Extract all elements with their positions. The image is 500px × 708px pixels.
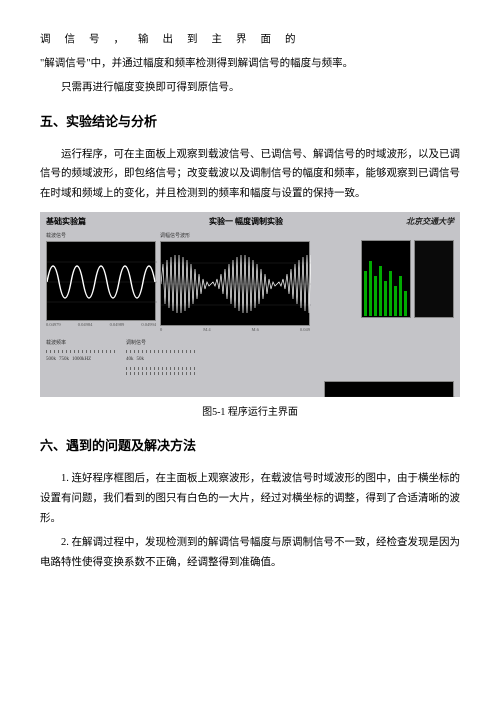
fig-title-mid: 实验一 幅度调制实验 — [209, 214, 283, 229]
figure-5-1: 基础实验篇 实验一 幅度调制实验 北京交通大学 载波信号 0.04979 0.0 — [40, 212, 460, 422]
panel3-spectrum — [361, 240, 411, 318]
para-top-2: "解调信号"中，并通过幅度和频率检测得到解调信号的幅度与频率。 — [40, 54, 460, 74]
sl-l1: 载波频率 — [46, 339, 66, 349]
sl-r3: 50k — [137, 355, 145, 365]
sl-l4: 1000kHZ — [72, 355, 91, 365]
sl-r1: 调制信号 — [126, 339, 146, 349]
slider-2[interactable] — [126, 350, 196, 353]
panel-carrier: 载波信号 0.04979 0.04984 0.04989 0.04994 — [46, 232, 156, 335]
figure-panel: 基础实验篇 实验一 幅度调制实验 北京交通大学 载波信号 0.04979 0.0 — [40, 212, 460, 397]
p1-xt1: 0.04979 — [46, 321, 61, 330]
panel2-chart — [160, 241, 310, 326]
slider-4[interactable] — [126, 372, 196, 375]
heading-6: 六、遇到的问题及解决方法 — [40, 434, 460, 459]
heading-5: 五、实验结论与分析 — [40, 110, 460, 135]
sl-l2: 500k — [46, 355, 56, 365]
figure-caption: 图5-1 程序运行主界面 — [40, 403, 460, 422]
para-6b: 2. 在解调过程中，发现检测到的解调信号幅度与原调制信号不一致，经检查发现是因为… — [40, 533, 460, 573]
para-top-3: 只需再进行幅度变换即可得到原信号。 — [40, 78, 460, 98]
fig-title-left: 基础实验篇 — [46, 214, 86, 229]
fig-controls: 载波频率 500k 750k 1000kHZ 调制信号 40k 50k — [40, 335, 460, 379]
slider-1[interactable] — [46, 350, 116, 353]
panel3b — [414, 240, 454, 318]
panel1-chart — [46, 241, 156, 321]
p1-xt4: 0.04994 — [141, 321, 156, 330]
panel4-wrap: 0 M.4 0.049 — [324, 381, 454, 398]
p2-xt1: 0 — [160, 326, 162, 335]
para-top-wide: 调信号，输出到主界面的 — [40, 30, 460, 50]
para-6a: 1. 连好程序框图后，在主面板上观察波形，在载波信号时域波形的图中，由于横坐标的… — [40, 469, 460, 529]
sl-r2: 40k — [126, 355, 134, 365]
panel1-sub: 载波信号 — [46, 232, 156, 242]
para-5: 运行程序，可在主面板上观察到载波信号、已调信号、解调信号的时域波形，以及已调信号… — [40, 145, 460, 205]
sl-l3: 750k — [59, 355, 69, 365]
p2-xt3: M.6 — [252, 326, 259, 335]
panel-am: 调幅信号波形 0 M.4 M.6 0.049 — [160, 232, 310, 335]
panel2-sub: 调幅信号波形 — [160, 232, 310, 242]
slider-3[interactable] — [126, 367, 196, 370]
panel4-chart — [324, 381, 454, 398]
p2-xt4: 0.049 — [300, 326, 310, 335]
fig-logo: 北京交通大学 — [406, 214, 454, 229]
p2-xt2: M.4 — [203, 326, 210, 335]
p1-xt2: 0.04984 — [78, 321, 93, 330]
p1-xt3: 0.04989 — [110, 321, 125, 330]
